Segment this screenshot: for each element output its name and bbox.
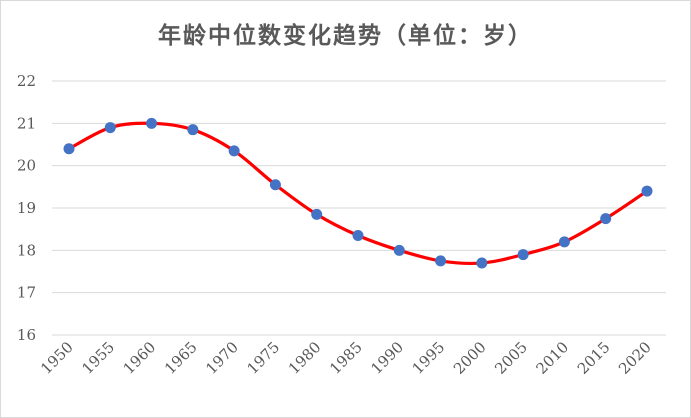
gridlines — [52, 80, 666, 336]
x-tick-label: 1990 — [367, 338, 407, 378]
x-tick-label: 1970 — [202, 338, 242, 378]
y-axis-tick-labels: 16 17 18 19 20 21 22 — [17, 72, 36, 344]
data-point-2005 — [517, 249, 529, 261]
x-tick-label: 2010 — [533, 338, 573, 378]
x-tick-label: 1975 — [244, 338, 284, 378]
x-tick-label: 2000 — [450, 338, 490, 378]
x-tick-label: 1980 — [285, 338, 325, 378]
data-point-2020 — [641, 185, 653, 197]
y-tick-label: 21 — [17, 114, 36, 132]
x-tick-label: 1955 — [78, 338, 118, 378]
x-axis-tick-labels: 1950 1955 1960 1965 1970 1975 1980 1985 1990 1995… — [37, 338, 655, 378]
x-tick-label: 1995 — [409, 338, 449, 378]
data-point-2015 — [600, 213, 612, 225]
data-point-1995 — [435, 255, 447, 267]
x-tick-label: 1965 — [161, 338, 201, 378]
x-tick-label: 2015 — [574, 338, 614, 378]
data-point-1975 — [269, 179, 281, 191]
x-tick-label: 1985 — [326, 338, 366, 378]
x-tick-label: 1950 — [37, 338, 77, 378]
data-point-1980 — [311, 208, 323, 220]
series-markers — [63, 117, 653, 269]
y-tick-label: 18 — [17, 241, 36, 259]
y-tick-label: 20 — [17, 157, 36, 175]
data-point-1960 — [146, 117, 158, 129]
data-point-1950 — [63, 143, 75, 155]
data-point-1985 — [352, 230, 364, 242]
x-tick-label: 1960 — [120, 338, 160, 378]
data-point-1970 — [228, 145, 240, 157]
data-point-2000 — [476, 257, 488, 269]
data-point-1955 — [104, 122, 116, 134]
y-tick-label: 17 — [17, 284, 36, 302]
y-tick-label: 19 — [17, 199, 36, 217]
y-tick-label: 22 — [17, 72, 36, 90]
x-tick-label: 2020 — [615, 338, 655, 378]
data-point-1990 — [393, 244, 405, 256]
y-tick-label: 16 — [17, 326, 36, 344]
data-point-1965 — [187, 124, 199, 136]
chart-title: 年龄中位数变化趋势（单位：岁） — [158, 23, 533, 49]
x-tick-label: 2005 — [491, 338, 531, 378]
data-point-2010 — [558, 236, 570, 248]
